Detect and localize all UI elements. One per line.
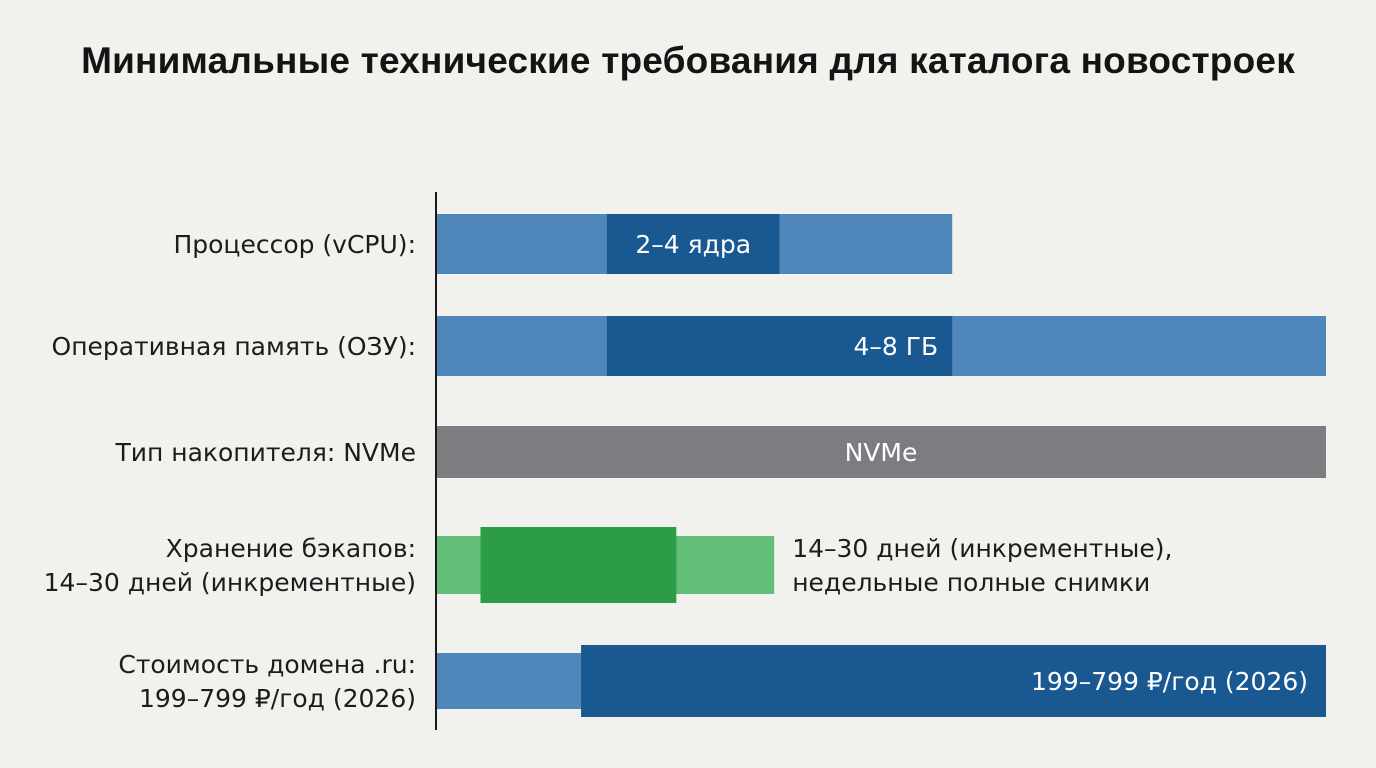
bar-inner-0 [606, 214, 780, 274]
category-label-4-1: 199–799 ₽/год (2026) [139, 684, 416, 713]
bar-inner-1 [606, 316, 953, 376]
category-label-4-0: Стоимость домена .ru: [118, 650, 416, 679]
bar-value-label-1: 4–8 ГБ [854, 332, 939, 361]
bar-value-label-0: 2–4 ядра [635, 230, 751, 259]
category-label-3-0: Хранение бэкапов: [166, 534, 416, 563]
category-label-1-0: Оперативная память (ОЗУ): [52, 332, 416, 361]
category-label-3-1: 14–30 дней (инкрементные) [44, 568, 416, 597]
bar-inner-4 [581, 645, 1326, 717]
bar-inner-3 [480, 527, 677, 603]
category-label-2-0: Тип накопителя: NVMe [114, 438, 416, 467]
bar-note-label-3-0: 14–30 дней (инкрементные), [792, 534, 1172, 563]
chart-title: Минимальные технические требования для к… [81, 40, 1295, 81]
bar-value-label-2: NVMe [845, 438, 918, 467]
bar-value-label-4: 199–799 ₽/год (2026) [1031, 667, 1308, 696]
bar-outer-2 [436, 426, 1326, 478]
category-label-0-0: Процессор (vCPU): [173, 230, 416, 259]
bar-note-label-3-1: недельные полные снимки [792, 568, 1150, 597]
